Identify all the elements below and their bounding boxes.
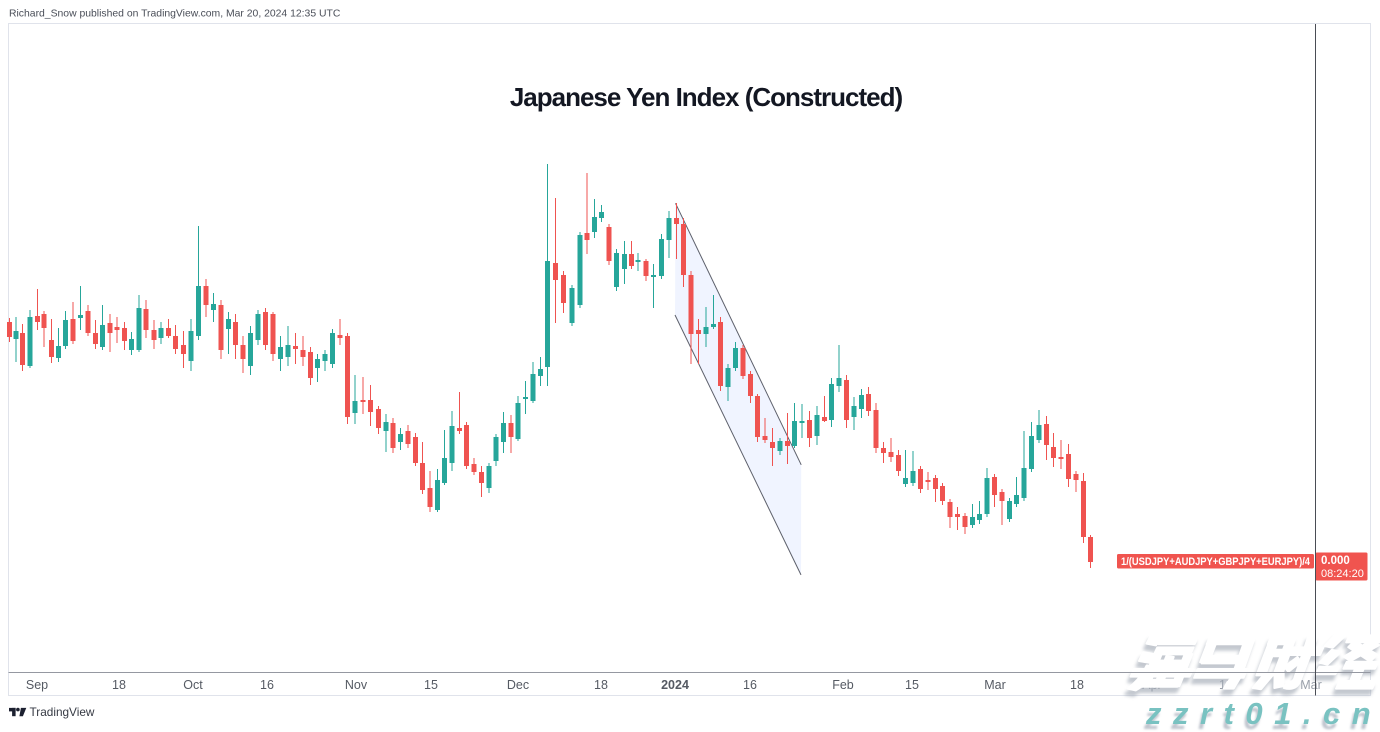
svg-text:0.000: 0.000 <box>1321 555 1350 567</box>
svg-text:08:24:20: 08:24:20 <box>1321 568 1364 580</box>
svg-text:18: 18 <box>112 678 126 692</box>
svg-text:Mar: Mar <box>984 678 1006 692</box>
svg-text:18: 18 <box>1070 678 1084 692</box>
svg-text:Feb: Feb <box>832 678 854 692</box>
svg-text:16: 16 <box>260 678 274 692</box>
svg-text:Richard_Snow published on Trad: Richard_Snow published on TradingView.co… <box>9 9 341 20</box>
svg-text:Dec: Dec <box>507 678 529 692</box>
svg-text:15: 15 <box>905 678 919 692</box>
svg-text:2024: 2024 <box>661 678 689 692</box>
svg-text:TradingView: TradingView <box>30 705 95 719</box>
svg-text:Mar: Mar <box>1300 678 1322 692</box>
svg-text:Sep: Sep <box>26 678 48 692</box>
svg-text:16: 16 <box>743 678 757 692</box>
svg-text:18: 18 <box>594 678 608 692</box>
svg-text:Japanese Yen Index (Constructe: Japanese Yen Index (Constructed) <box>510 82 903 112</box>
svg-text:Oct: Oct <box>183 678 203 692</box>
svg-text:1/(USDJPY+AUDJPY+GBPJPY+EURJPY: 1/(USDJPY+AUDJPY+GBPJPY+EURJPY)/4 <box>1121 556 1311 568</box>
svg-text:15: 15 <box>424 678 438 692</box>
svg-text:Nov: Nov <box>345 678 368 692</box>
